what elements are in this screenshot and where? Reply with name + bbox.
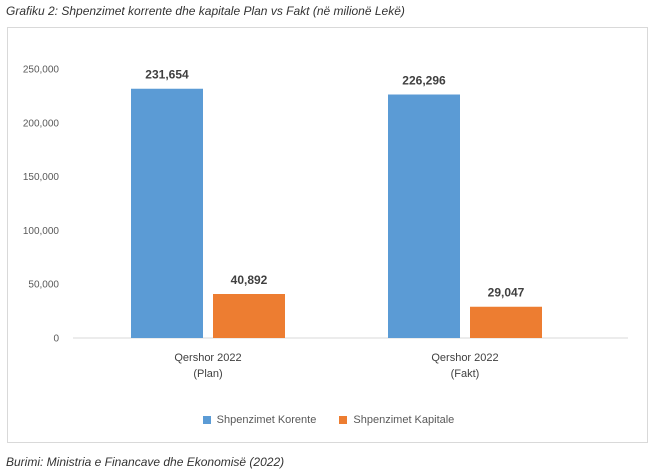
y-axis-ticks: 0 50,000 100,000 150,000 200,000 250,000 bbox=[23, 65, 60, 345]
x-category-label: Qershor 2022 bbox=[431, 352, 498, 364]
y-tick-label: 0 bbox=[53, 334, 59, 345]
legend: Shpenzimet Korente Shpenzimet Kapitale bbox=[8, 414, 649, 427]
y-tick-label: 50,000 bbox=[28, 280, 59, 291]
y-tick-label: 200,000 bbox=[23, 118, 60, 129]
data-label: 231,654 bbox=[145, 68, 189, 82]
legend-label-kapitale: Shpenzimet Kapitale bbox=[353, 414, 455, 426]
legend-item-kapitale: Shpenzimet Kapitale bbox=[339, 414, 454, 426]
legend-item-korente: Shpenzimet Korente bbox=[202, 414, 317, 426]
x-axis-categories: Qershor 2022 (Plan) Qershor 2022 (Fakt) bbox=[174, 352, 498, 380]
data-label: 40,892 bbox=[231, 273, 268, 287]
data-label: 226,296 bbox=[402, 74, 446, 88]
legend-label-korente: Shpenzimet Korente bbox=[216, 414, 317, 426]
chart-source: Burimi: Ministria e Financave dhe Ekonom… bbox=[6, 455, 285, 469]
y-tick-label: 100,000 bbox=[23, 226, 60, 237]
bar-kapitale-1 bbox=[470, 306, 542, 338]
legend-swatch-korente bbox=[202, 416, 211, 424]
x-category-label: (Fakt) bbox=[451, 368, 480, 380]
bar-kapitale-0 bbox=[213, 294, 285, 338]
data-labels: 231,654 40,892 226,296 29,047 bbox=[145, 68, 524, 300]
chart-caption: Grafiku 2: Shpenzimet korrente dhe kapit… bbox=[6, 4, 405, 18]
y-tick-label: 150,000 bbox=[23, 172, 60, 183]
bar-korente-1 bbox=[388, 94, 460, 339]
bar-korente-0 bbox=[131, 88, 203, 338]
bar-chart: 0 50,000 100,000 150,000 200,000 250,000 231,… bbox=[23, 65, 628, 380]
y-tick-label: 250,000 bbox=[23, 65, 60, 76]
x-category-label: (Plan) bbox=[193, 368, 222, 380]
x-category-label: Qershor 2022 bbox=[174, 352, 241, 364]
data-label: 29,047 bbox=[488, 286, 525, 300]
bars bbox=[131, 88, 542, 339]
legend-swatch-kapitale bbox=[339, 416, 348, 424]
chart-frame: 0 50,000 100,000 150,000 200,000 250,000 231,… bbox=[7, 27, 648, 443]
